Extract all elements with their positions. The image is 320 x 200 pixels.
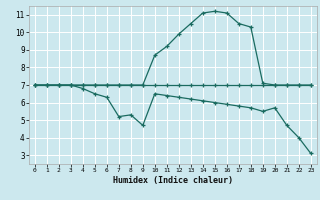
X-axis label: Humidex (Indice chaleur): Humidex (Indice chaleur) xyxy=(113,176,233,185)
